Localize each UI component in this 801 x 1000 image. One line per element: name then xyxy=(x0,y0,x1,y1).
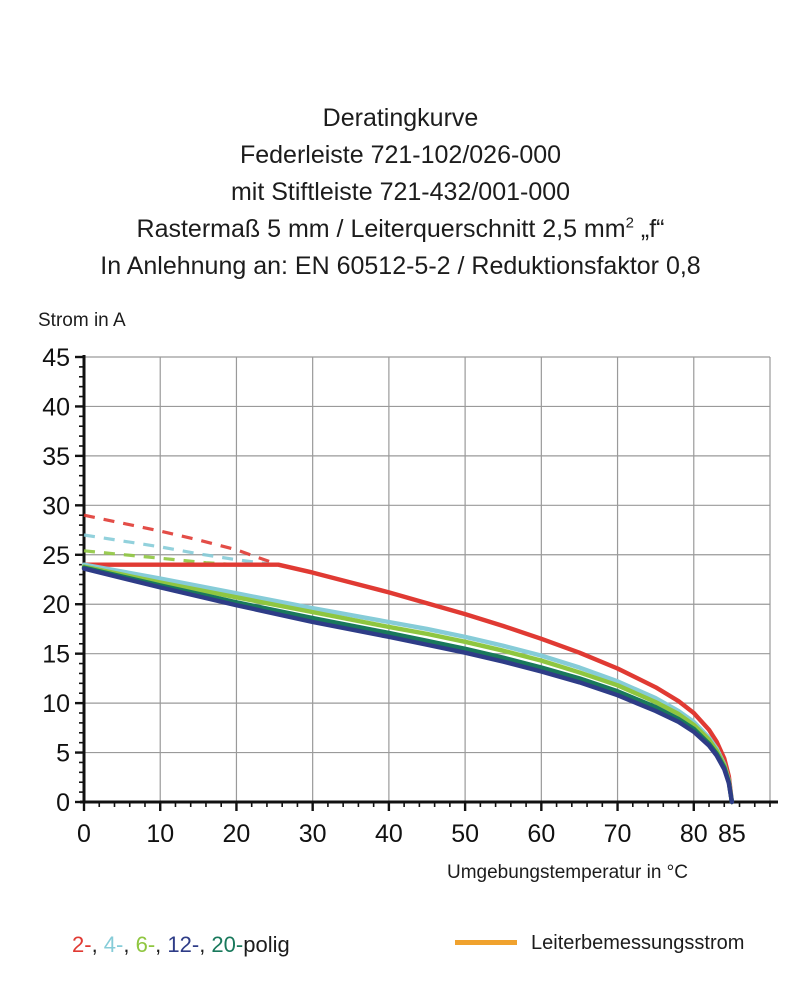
legend-rated-current-label: Leiterbemessungsstrom xyxy=(531,932,745,954)
y-tick-label-45: 45 xyxy=(42,344,70,372)
y-tick-label-40: 40 xyxy=(42,393,70,421)
x-tick-label-0: 0 xyxy=(77,820,91,848)
chart-tick-labels: 0 5 10 15 20 25 30 35 40 45 0 10 20 30 40 50 60 70 80 85 xyxy=(42,344,746,848)
legend-item-12polig: 12- xyxy=(167,932,200,957)
curve-dashed-2-polig xyxy=(83,513,279,567)
curve-6-polig xyxy=(81,564,735,805)
legend-separator: , xyxy=(91,932,104,957)
legend-rated-current: Leiterbemessungsstrom xyxy=(455,932,744,955)
y-tick-label-35: 35 xyxy=(42,443,70,471)
curve-dashed-4-polig xyxy=(83,533,275,567)
x-tick-label-70: 70 xyxy=(604,820,632,848)
x-tick-label-80: 80 xyxy=(680,820,708,848)
legend-item-4polig: 4- xyxy=(103,932,124,957)
y-tick-label-20: 20 xyxy=(42,591,70,619)
title-line-4-prefix: Rastermaß 5 mm / Leiterquerschnitt 2,5 m… xyxy=(136,215,626,243)
chart-curves xyxy=(81,513,735,805)
x-tick-label-40: 40 xyxy=(375,820,403,848)
curve-12-polig xyxy=(81,566,735,805)
y-tick-label-10: 10 xyxy=(42,690,70,718)
rated-current-line-swatch xyxy=(455,939,517,945)
curve-4-polig xyxy=(81,562,735,805)
legend-item-2polig: 2- xyxy=(72,932,92,957)
title-line-4: Rastermaß 5 mm / Leiterquerschnitt 2,5 m… xyxy=(0,211,801,248)
x-tick-label-30: 30 xyxy=(299,820,327,848)
y-tick-label-0: 0 xyxy=(56,789,70,817)
y-tick-label-25: 25 xyxy=(42,542,70,570)
legend-separator: , xyxy=(123,932,136,957)
chart-gridlines xyxy=(84,356,771,802)
y-tick-label-5: 5 xyxy=(56,740,70,768)
title-line-4-suffix: „f“ xyxy=(633,215,665,243)
legend-separator: , xyxy=(199,932,212,957)
title-line-3: mit Stiftleiste 721-432/001-000 xyxy=(230,178,571,206)
x-tick-label-60: 60 xyxy=(527,820,555,848)
legend-separator: , xyxy=(155,932,168,957)
x-tick-label-85: 85 xyxy=(718,820,746,848)
title-line-4-superscript: 2 xyxy=(625,214,634,232)
title-line-1: Deratingkurve xyxy=(322,104,479,132)
legend-poles: 2-, 4-, 6-, 12-, 20-polig xyxy=(72,932,290,958)
chart-axes xyxy=(80,355,778,804)
x-tick-label-10: 10 xyxy=(146,820,174,848)
y-axis-title: Strom in A xyxy=(38,310,126,331)
x-tick-label-20: 20 xyxy=(223,820,251,848)
chart-title-block: Deratingkurve Federleiste 721-102/026-00… xyxy=(0,100,801,285)
chart-legend: 2-, 4-, 6-, 12-, 20-polig Leiterbemessun… xyxy=(0,932,801,972)
chart-ticks xyxy=(75,355,771,811)
x-axis-title: Umgebungstemperatur in °C xyxy=(447,862,688,883)
curve-2-polig xyxy=(81,562,735,805)
legend-item-6polig: 6- xyxy=(135,932,156,957)
x-tick-label-50: 50 xyxy=(451,820,479,848)
title-line-5: In Anlehnung an: EN 60512-5-2 / Reduktio… xyxy=(100,252,701,280)
curve-20-polig xyxy=(81,565,735,805)
legend-item-20polig: 20- xyxy=(211,932,244,957)
legend-poles-suffix: polig xyxy=(243,932,290,957)
y-tick-label-30: 30 xyxy=(42,492,70,520)
title-line-2: Federleiste 721-102/026-000 xyxy=(239,141,562,169)
y-tick-label-15: 15 xyxy=(42,641,70,669)
